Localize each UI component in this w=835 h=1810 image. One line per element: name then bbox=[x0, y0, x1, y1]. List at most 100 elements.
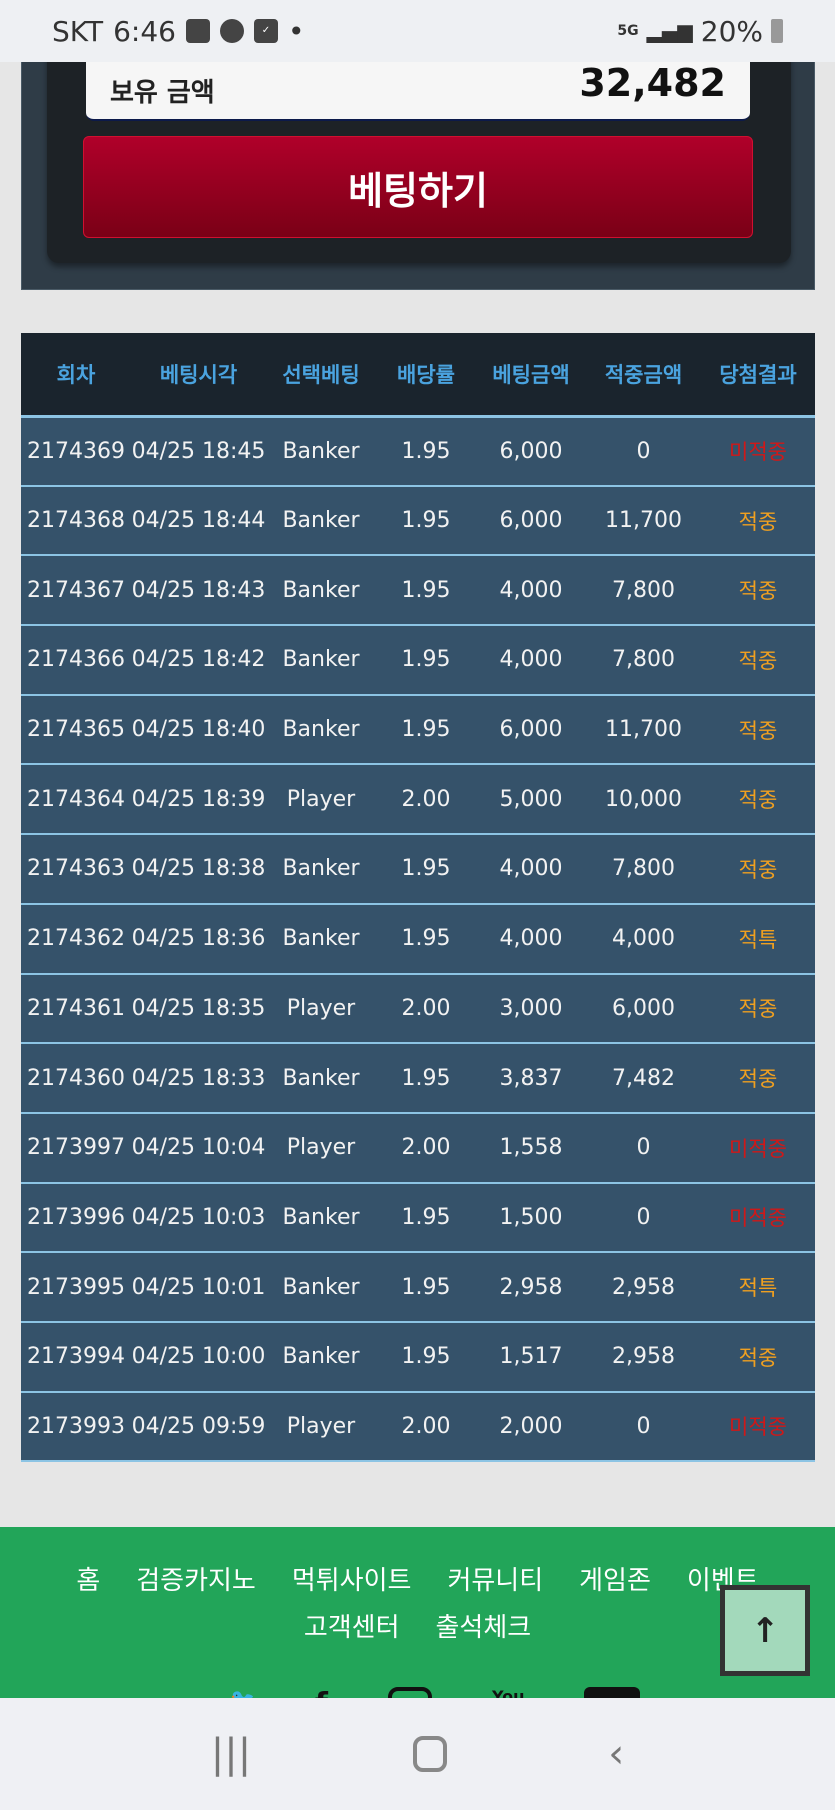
selection-cell: Player bbox=[266, 1391, 376, 1463]
footer-nav-link[interactable]: 고객센터 bbox=[303, 1613, 400, 1643]
footer-nav-link[interactable]: 게임존 bbox=[579, 1566, 651, 1596]
footer-nav-link[interactable]: 홈 bbox=[76, 1566, 101, 1596]
selection-cell: Banker bbox=[266, 1252, 376, 1323]
odds-cell: 1.95 bbox=[376, 1321, 476, 1393]
round-cell: 2174368 bbox=[21, 485, 131, 557]
table-row: 2174360 04/25 18:33 Banker 1.95 3,837 7,482 적중 bbox=[21, 1043, 815, 1114]
selection-cell: Banker bbox=[266, 1182, 376, 1254]
table-row: 2174366 04/25 18:42 Banker 1.95 4,000 7,800 적중 bbox=[21, 625, 815, 696]
table-row: 2174364 04/25 18:39 Player 2.00 5,000 10,000 적… bbox=[21, 764, 815, 836]
win-amount-cell: 6,000 bbox=[586, 973, 701, 1045]
result-cell: 미적중 bbox=[701, 416, 815, 487]
gallery-icon bbox=[185, 19, 210, 43]
battery-icon bbox=[771, 19, 783, 43]
bet-time-cell: 04/25 18:38 bbox=[131, 834, 266, 905]
round-cell: 2173996 bbox=[21, 1182, 131, 1254]
bet-time-cell: 04/25 18:35 bbox=[131, 973, 266, 1045]
balance-box: 보유 금액 32,482 bbox=[86, 61, 750, 121]
kakaotalk-icon bbox=[219, 19, 244, 43]
carrier: SKT bbox=[52, 14, 104, 48]
bet-amount-cell: 1,558 bbox=[476, 1112, 586, 1184]
selection-cell: Banker bbox=[266, 625, 376, 696]
bet-amount-cell: 6,000 bbox=[476, 485, 586, 557]
bet-time-cell: 04/25 18:40 bbox=[131, 694, 266, 766]
status-bar: SKT 6:46 ✓ • 5G ▂▄▆ 20% bbox=[0, 0, 835, 62]
win-amount-cell: 0 bbox=[586, 1391, 701, 1463]
back-icon[interactable]: ‹ bbox=[608, 1731, 625, 1777]
bet-time-cell: 04/25 09:59 bbox=[131, 1391, 266, 1463]
column-header: 적중금액 bbox=[586, 333, 701, 418]
odds-cell: 1.95 bbox=[376, 485, 476, 557]
table-row: 2173995 04/25 10:01 Banker 1.95 2,958 2,958 적특 bbox=[21, 1252, 815, 1323]
bet-button[interactable]: 베팅하기 bbox=[83, 136, 753, 238]
round-cell: 2173994 bbox=[21, 1321, 131, 1393]
selection-cell: Banker bbox=[266, 1321, 376, 1393]
selection-cell: Player bbox=[266, 1112, 376, 1184]
table-row: 2174362 04/25 18:36 Banker 1.95 4,000 4,000 적특 bbox=[21, 903, 815, 975]
bet-time-cell: 04/25 10:04 bbox=[131, 1112, 266, 1184]
odds-cell: 1.95 bbox=[376, 694, 476, 766]
result-cell: 적중 bbox=[701, 485, 815, 557]
bet-amount-cell: 3,000 bbox=[476, 973, 586, 1045]
result-cell: 미적중 bbox=[701, 1391, 815, 1463]
round-cell: 2174367 bbox=[21, 555, 131, 627]
clock: 6:46 bbox=[113, 14, 176, 48]
bet-time-cell: 04/25 10:01 bbox=[131, 1252, 266, 1323]
odds-cell: 1.95 bbox=[376, 416, 476, 487]
footer-nav-link[interactable]: 먹튀사이트 bbox=[291, 1566, 412, 1596]
bet-time-cell: 04/25 10:00 bbox=[131, 1321, 266, 1393]
round-cell: 2173997 bbox=[21, 1112, 131, 1184]
column-header: 당첨결과 bbox=[701, 333, 815, 418]
selection-cell: Banker bbox=[266, 694, 376, 766]
bet-time-cell: 04/25 18:45 bbox=[131, 416, 266, 487]
table-row: 2174363 04/25 18:38 Banker 1.95 4,000 7,800 적중 bbox=[21, 834, 815, 905]
footer-nav-link[interactable]: 출석체크 bbox=[435, 1613, 532, 1643]
result-cell: 적중 bbox=[701, 625, 815, 696]
footer-nav: 홈 검증카지노 먹튀사이트 커뮤니티 게임존 이벤트 고객센터 출석체크 bbox=[0, 1527, 835, 1644]
odds-cell: 1.95 bbox=[376, 1043, 476, 1114]
bet-amount-cell: 5,000 bbox=[476, 764, 586, 836]
bet-history-table: 회차 베팅시각 선택베팅 배당률 베팅금액 적중금액 당첨결과 2174369 04/25 1… bbox=[21, 333, 815, 1463]
recents-icon[interactable]: ||| bbox=[210, 1731, 252, 1777]
system-nav-bar: ||| ‹ bbox=[0, 1698, 835, 1810]
column-header: 배당률 bbox=[376, 333, 476, 418]
balance-label: 보유 금액 bbox=[110, 77, 215, 108]
result-cell: 적중 bbox=[701, 1321, 815, 1393]
win-amount-cell: 7,800 bbox=[586, 625, 701, 696]
round-cell: 2174366 bbox=[21, 625, 131, 696]
win-amount-cell: 11,700 bbox=[586, 485, 701, 557]
selection-cell: Player bbox=[266, 973, 376, 1045]
result-cell: 적중 bbox=[701, 764, 815, 836]
selection-cell: Banker bbox=[266, 834, 376, 905]
betting-panel: 보유 금액 32,482 베팅하기 bbox=[21, 40, 815, 290]
bet-time-cell: 04/25 18:42 bbox=[131, 625, 266, 696]
win-amount-cell: 4,000 bbox=[586, 903, 701, 975]
win-amount-cell: 0 bbox=[586, 416, 701, 487]
table-row: 2173994 04/25 10:00 Banker 1.95 1,517 2,958 적중 bbox=[21, 1321, 815, 1393]
odds-cell: 1.95 bbox=[376, 834, 476, 905]
bet-time-cell: 04/25 10:03 bbox=[131, 1182, 266, 1254]
bet-amount-cell: 4,000 bbox=[476, 903, 586, 975]
checkbox-icon: ✓ bbox=[253, 19, 278, 43]
bet-time-cell: 04/25 18:43 bbox=[131, 555, 266, 627]
selection-cell: Banker bbox=[266, 555, 376, 627]
table-row: 2173997 04/25 10:04 Player 2.00 1,558 0 미적중 bbox=[21, 1112, 815, 1184]
round-cell: 2174364 bbox=[21, 764, 131, 836]
balance-value: 32,482 bbox=[579, 61, 726, 105]
odds-cell: 1.95 bbox=[376, 625, 476, 696]
table-row: 2174369 04/25 18:45 Banker 1.95 6,000 0 미적중 bbox=[21, 416, 815, 487]
round-cell: 2174369 bbox=[21, 416, 131, 487]
bet-amount-cell: 6,000 bbox=[476, 416, 586, 487]
scroll-to-top-button[interactable]: ↑ bbox=[720, 1585, 810, 1676]
footer-nav-link[interactable]: 검증카지노 bbox=[136, 1566, 256, 1596]
result-cell: 미적중 bbox=[701, 1112, 815, 1184]
selection-cell: Player bbox=[266, 764, 376, 836]
selection-cell: Banker bbox=[266, 416, 376, 487]
footer-nav-link[interactable]: 커뮤니티 bbox=[447, 1566, 544, 1596]
win-amount-cell: 7,482 bbox=[586, 1043, 701, 1114]
odds-cell: 2.00 bbox=[376, 973, 476, 1045]
result-cell: 적특 bbox=[701, 903, 815, 975]
home-icon[interactable] bbox=[412, 1736, 447, 1772]
win-amount-cell: 0 bbox=[586, 1112, 701, 1184]
